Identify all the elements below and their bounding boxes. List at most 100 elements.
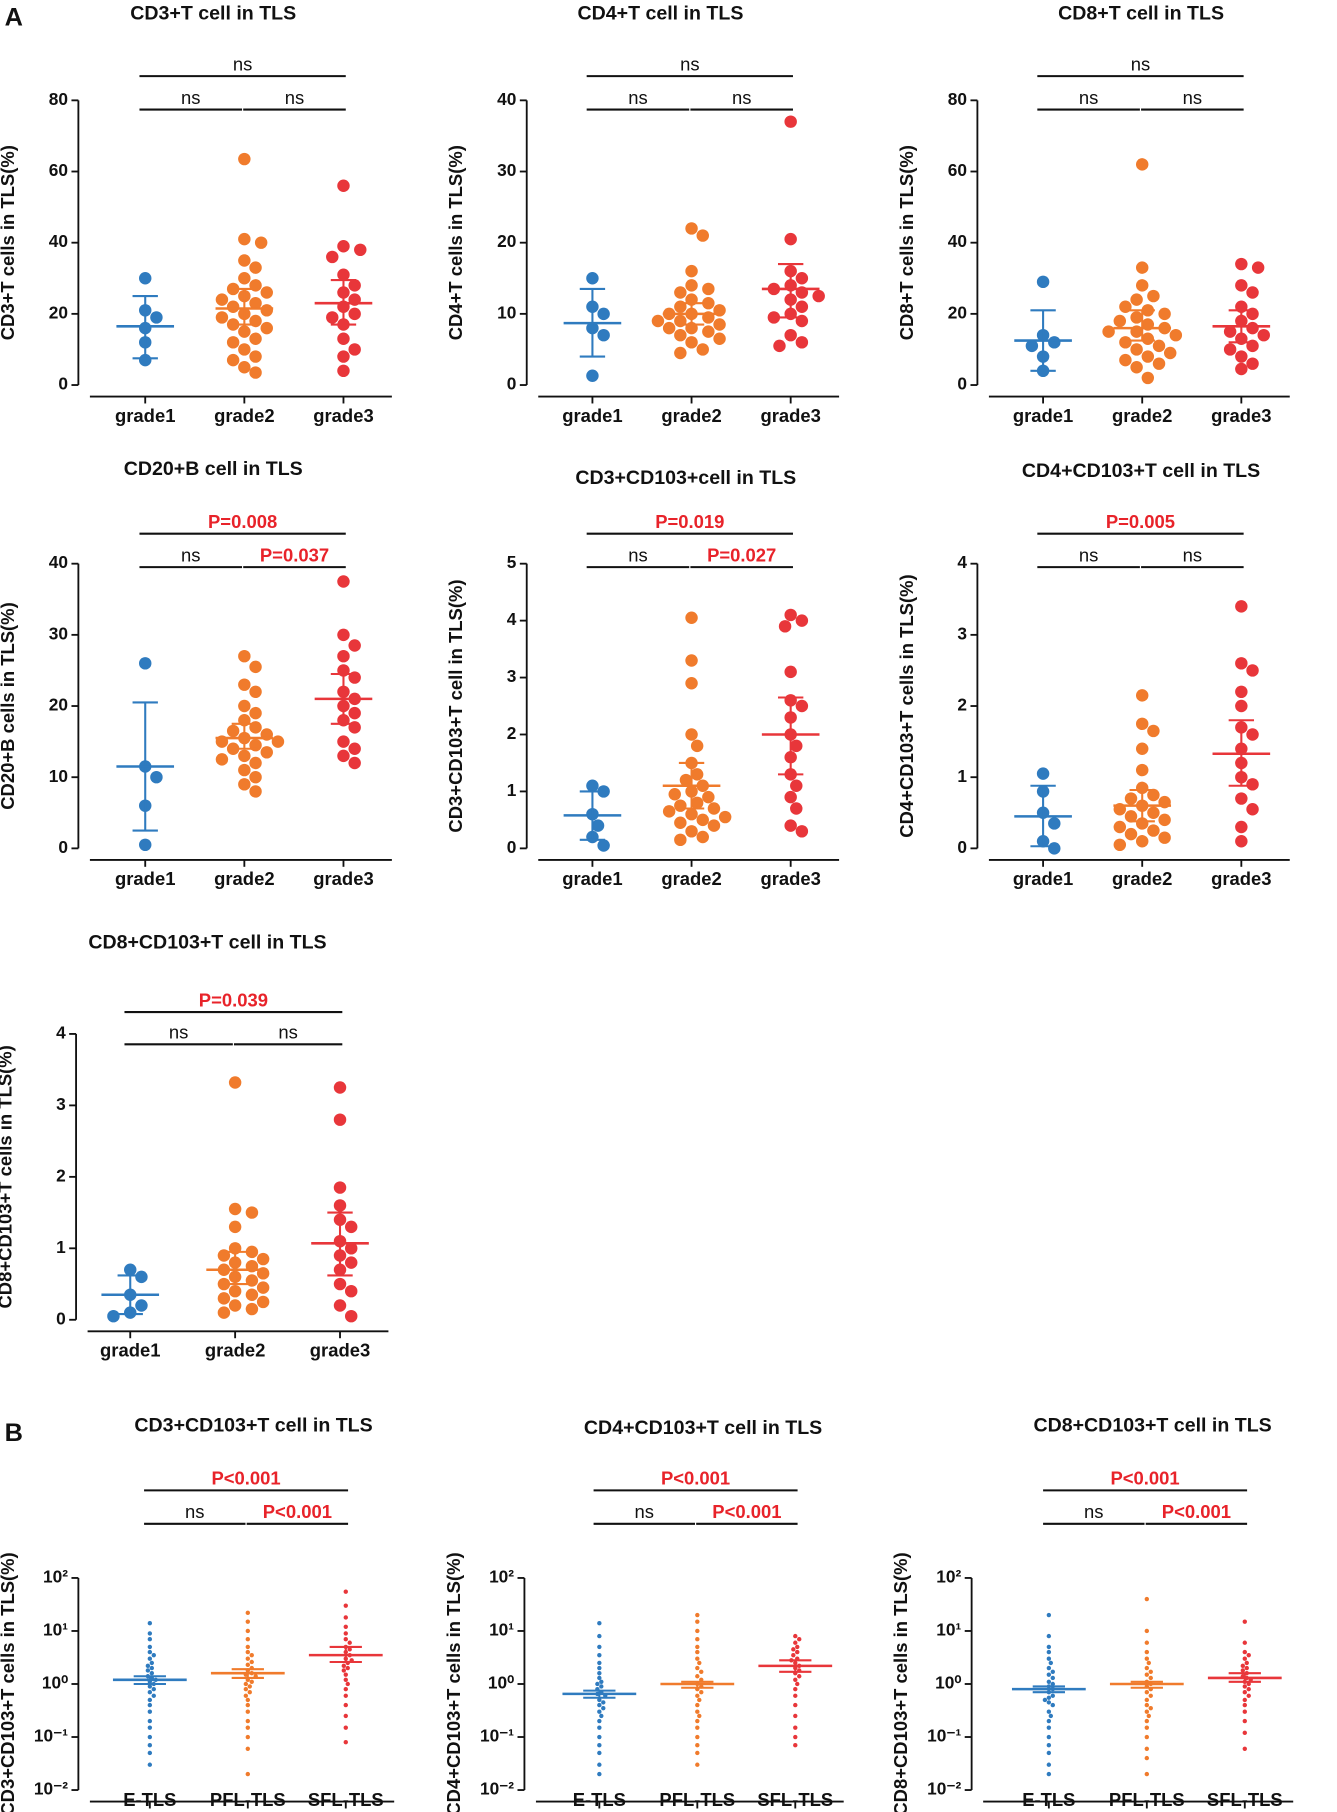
data-point (337, 268, 350, 281)
y-axis-label: CD3+CD103+T cell in TLS(%) (445, 579, 466, 832)
chart-title: CD8+CD103+T cell in TLS (88, 932, 326, 954)
data-point (348, 343, 361, 356)
data-point (601, 1705, 606, 1711)
data-point (1235, 362, 1248, 376)
data-point (1242, 1746, 1247, 1751)
data-point (1046, 1649, 1052, 1655)
data-point (778, 620, 792, 633)
y-tick-label: 10⁰ (42, 1673, 68, 1693)
data-point (1048, 336, 1061, 349)
data-point (695, 1693, 700, 1698)
data-point (147, 1743, 153, 1748)
data-point (249, 706, 262, 720)
data-point (245, 1702, 250, 1708)
panel: CD3+T cell in TLS CD3+T cells in TLS(%) 0 2… (0, 3, 392, 426)
y-tick-label: 20 (49, 302, 68, 322)
comparison-label: P=0.005 (1106, 511, 1175, 532)
data-point (238, 325, 251, 338)
data-point (147, 1725, 153, 1730)
chart-title: CD20+B cell in TLS (124, 458, 303, 480)
data-point (1113, 314, 1127, 328)
data-point (348, 279, 361, 292)
comparison-label: ns (1079, 87, 1098, 108)
data-point (343, 1693, 348, 1698)
data-point (147, 1649, 153, 1655)
data-point (1246, 1652, 1251, 1658)
data-point (337, 735, 350, 748)
data-point (695, 1628, 700, 1634)
data-point (790, 802, 803, 815)
x-tick-label: grade2 (1112, 405, 1172, 426)
data-point (245, 1288, 259, 1301)
data-point (586, 272, 599, 285)
data-point (1144, 1649, 1150, 1655)
data-point (256, 1252, 270, 1266)
data-point (228, 1076, 242, 1089)
data-point (597, 1665, 602, 1671)
data-point (685, 825, 698, 838)
data-point (690, 768, 704, 781)
y-axis-label: CD3+CD103+T cells in TLS(%) (0, 1552, 18, 1812)
data-point (1113, 820, 1127, 834)
data-point (354, 243, 367, 257)
data-point (674, 286, 687, 299)
comparison-label: ns (1079, 544, 1098, 565)
data-point (795, 1644, 800, 1650)
data-point (1147, 788, 1160, 802)
data-point (797, 1674, 802, 1679)
data-point (1135, 835, 1149, 848)
data-point (243, 1681, 249, 1687)
comparison-label: P=0.019 (655, 511, 724, 532)
data-point (599, 1679, 604, 1684)
data-point (1246, 1693, 1251, 1698)
data-point (679, 773, 693, 787)
data-point (1135, 742, 1149, 755)
comparison-label: ns (628, 87, 647, 108)
data-point (1242, 1649, 1247, 1655)
data-point (254, 236, 268, 249)
data-point (1158, 813, 1171, 827)
data-point (597, 1718, 602, 1724)
data-point (1242, 1656, 1247, 1661)
data-point (707, 819, 721, 832)
chart-title: CD3+T cell in TLS (130, 3, 296, 25)
data-point (1223, 343, 1237, 356)
y-tick-label: 4 (507, 609, 517, 629)
data-point (344, 1256, 358, 1269)
data-point (1046, 1644, 1052, 1650)
data-point (260, 304, 273, 317)
data-point (1147, 806, 1160, 820)
data-point (1242, 1640, 1247, 1645)
y-tick-label: 0 (507, 837, 517, 857)
data-point (695, 1743, 700, 1748)
data-point (1048, 817, 1061, 830)
data-point (243, 1686, 249, 1692)
data-point (1046, 1665, 1052, 1671)
data-point (1025, 339, 1039, 353)
data-point (674, 816, 687, 829)
x-tick-label: grade3 (760, 868, 820, 889)
panel: CD8+T cell in TLS CD8+T cells in TLS(%) 0 2… (896, 3, 1290, 426)
data-point (696, 830, 709, 844)
data-point (1158, 831, 1171, 844)
data-point (597, 1771, 602, 1777)
data-point (662, 321, 676, 335)
data-point (690, 796, 704, 810)
data-point (249, 756, 262, 770)
y-axis-label: CD20+B cells in TLS(%) (0, 602, 18, 809)
x-tick-label: grade1 (115, 868, 175, 889)
data-point (1169, 328, 1183, 342)
comparison-label: P<0.001 (1162, 1501, 1231, 1522)
data-point (151, 1652, 156, 1658)
data-point (685, 222, 698, 235)
data-point (343, 1686, 348, 1692)
y-tick-label: 10⁻² (927, 1779, 961, 1799)
data-point (597, 1702, 602, 1708)
x-tick-label: grade1 (562, 868, 622, 889)
data-point (147, 1631, 153, 1636)
data-point (1147, 824, 1160, 837)
data-point (139, 272, 152, 285)
x-tick-label: grade1 (1013, 868, 1073, 889)
data-point (784, 232, 797, 246)
y-tick-label: 20 (49, 695, 68, 715)
